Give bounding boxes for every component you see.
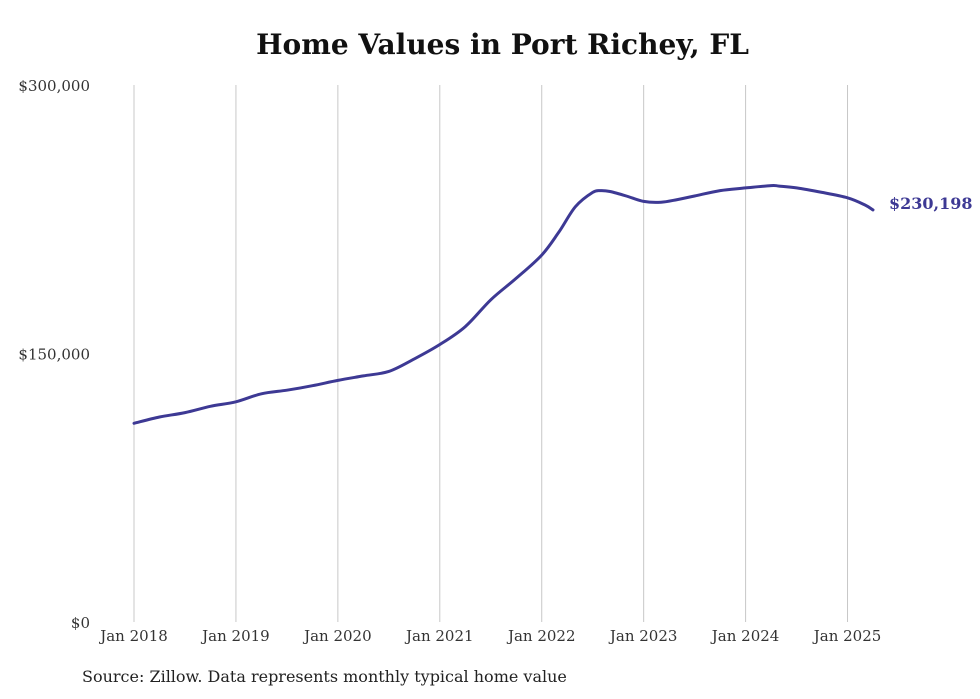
x-tick-label: Jan 2018 <box>98 627 168 645</box>
source-note: Source: Zillow. Data represents monthly … <box>82 667 567 686</box>
axis-labels: Jan 2018 Jan 2019 Jan 2020 Jan 2021 Jan 2022… <box>18 77 881 645</box>
y-tick-label: $300,000 <box>18 77 90 95</box>
x-tick-label: Jan 2022 <box>506 627 576 645</box>
x-tick-label: Jan 2019 <box>200 627 270 645</box>
chart-title: Home Values in Port Richey, FL <box>256 28 749 61</box>
x-tick-label: Jan 2023 <box>608 627 678 645</box>
x-tick-label: Jan 2021 <box>404 627 474 645</box>
x-tick-label: Jan 2024 <box>710 627 780 645</box>
grid-lines <box>133 85 849 622</box>
x-tick-label: Jan 2025 <box>812 627 882 645</box>
series-line <box>132 183 875 425</box>
end-value-label: $230,198 <box>889 194 973 213</box>
y-tick-label: $0 <box>71 614 90 632</box>
x-tick-label: Jan 2020 <box>302 627 372 645</box>
y-tick-label: $150,000 <box>18 346 90 364</box>
series-layer: $230,198 <box>132 183 973 425</box>
